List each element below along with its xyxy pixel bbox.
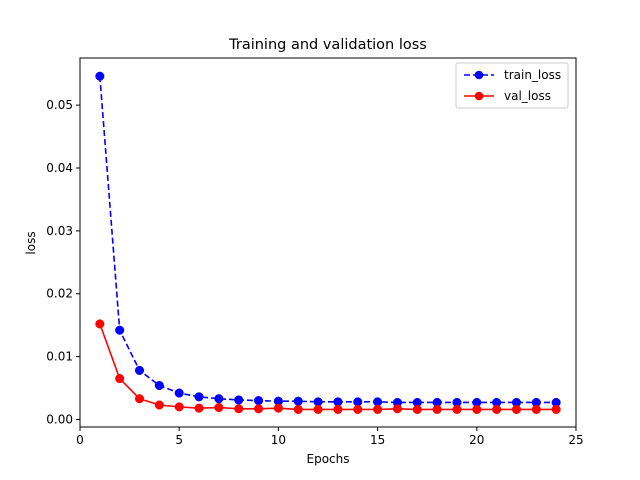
x-axis-label: Epochs bbox=[307, 452, 350, 466]
y-tick-label: 0.05 bbox=[46, 98, 73, 112]
data-point-val_loss bbox=[412, 404, 422, 414]
chart-title: Training and validation loss bbox=[228, 37, 427, 53]
data-point-train_loss bbox=[293, 396, 303, 406]
data-point-val_loss bbox=[95, 319, 105, 329]
legend: train_loss val_loss bbox=[455, 62, 569, 109]
data-point-val_loss bbox=[313, 404, 323, 414]
y-tick-label: 0.02 bbox=[46, 287, 73, 301]
x-tick-label: 15 bbox=[370, 433, 385, 447]
data-point-val_loss bbox=[194, 403, 204, 413]
data-point-val_loss bbox=[531, 404, 541, 414]
data-point-val_loss bbox=[214, 402, 224, 413]
legend-label-train_loss: train_loss bbox=[504, 68, 561, 82]
legend-marker-val_loss bbox=[474, 91, 484, 101]
y-axis-label: loss bbox=[24, 231, 38, 254]
legend-label-val_loss: val_loss bbox=[504, 89, 551, 103]
y-tick-label: 0.01 bbox=[46, 350, 73, 364]
data-point-train_loss bbox=[194, 392, 204, 402]
data-point-train_loss bbox=[154, 380, 164, 391]
data-point-val_loss bbox=[373, 404, 383, 414]
data-point-val_loss bbox=[333, 404, 343, 414]
x-tick-label: 10 bbox=[271, 433, 286, 447]
legend-marker-train_loss bbox=[474, 70, 484, 80]
data-point-val_loss bbox=[392, 404, 402, 414]
y-tick-label: 0.03 bbox=[46, 224, 73, 238]
data-point-val_loss bbox=[472, 404, 482, 414]
data-point-val_loss bbox=[154, 400, 164, 410]
y-tick-label: 0.00 bbox=[46, 412, 73, 426]
data-point-train_loss bbox=[254, 396, 264, 406]
data-point-val_loss bbox=[293, 404, 303, 414]
data-point-val_loss bbox=[134, 394, 145, 404]
x-tick-label: 20 bbox=[469, 433, 484, 447]
data-point-val_loss bbox=[551, 404, 561, 414]
data-point-train_loss bbox=[174, 388, 184, 398]
data-point-train_loss bbox=[234, 395, 244, 405]
x-tick-label: 25 bbox=[568, 433, 583, 447]
data-point-val_loss bbox=[115, 374, 125, 384]
data-point-val_loss bbox=[511, 404, 522, 414]
data-point-val_loss bbox=[254, 404, 264, 414]
data-point-train_loss bbox=[95, 71, 105, 81]
data-point-val_loss bbox=[353, 404, 363, 414]
data-point-train_loss bbox=[115, 325, 125, 335]
data-point-train_loss bbox=[214, 394, 224, 404]
data-point-val_loss bbox=[432, 404, 442, 414]
data-point-val_loss bbox=[273, 403, 283, 413]
y-tick-label: 0.04 bbox=[46, 161, 73, 175]
plot-area: 0 5 10 15 20 25 0.00 0.01 0.02 0.03 0.04 0.05 bbox=[46, 57, 584, 447]
x-tick-label: 0 bbox=[76, 433, 84, 447]
data-point-val_loss bbox=[174, 402, 184, 412]
data-point-val_loss bbox=[452, 404, 462, 414]
plot-frame bbox=[79, 57, 577, 428]
data-point-val_loss bbox=[234, 404, 244, 414]
data-point-val_loss bbox=[492, 404, 502, 414]
x-tick-label: 5 bbox=[175, 433, 183, 447]
data-point-train_loss bbox=[134, 365, 145, 375]
